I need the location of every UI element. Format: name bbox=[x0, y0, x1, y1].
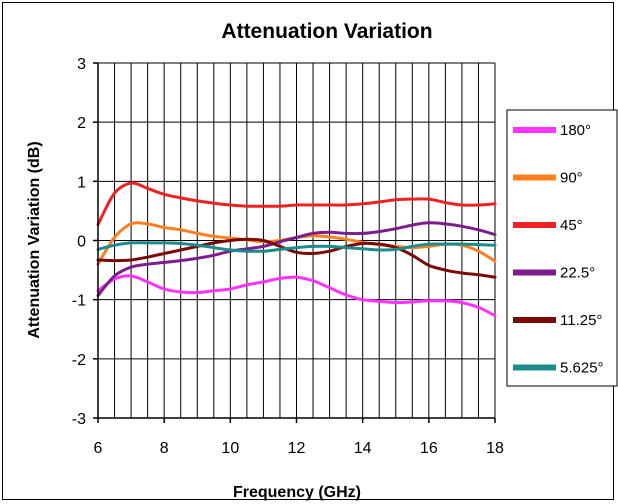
x-tick-label: 10 bbox=[221, 440, 239, 457]
legend: 180° 90° 45° 22.5° 11.25° 5.625° bbox=[506, 109, 618, 387]
y-tick-label: -1 bbox=[72, 293, 86, 310]
y-tick-label: 1 bbox=[77, 174, 86, 191]
grid-layer bbox=[97, 62, 496, 419]
series-layer bbox=[96, 181, 497, 318]
series-line-4 bbox=[96, 237, 497, 279]
x-tick-label: 16 bbox=[420, 440, 438, 457]
y-tick-label: 3 bbox=[77, 56, 86, 73]
x-tick-label: 8 bbox=[160, 440, 169, 457]
legend-label-5: 5.625° bbox=[560, 360, 604, 377]
y-axis-label: Attenuation Variation (dB) bbox=[26, 141, 43, 338]
y-tick-label: 0 bbox=[77, 234, 86, 251]
chart-title: Attenuation Variation bbox=[221, 20, 432, 43]
series-line-3 bbox=[96, 221, 497, 297]
legend-label-0: 180° bbox=[560, 122, 591, 139]
y-tick-label: -2 bbox=[72, 352, 86, 369]
x-axis-label: Frequency (GHz) bbox=[233, 484, 361, 501]
series-line-5 bbox=[96, 241, 497, 253]
series-line-2 bbox=[96, 181, 497, 226]
y-tick-label: -3 bbox=[72, 411, 86, 428]
x-tick-label: 12 bbox=[288, 440, 306, 457]
axis-layer bbox=[93, 62, 496, 423]
legend-label-3: 22.5° bbox=[560, 265, 595, 282]
series-line-0 bbox=[96, 274, 497, 318]
legend-label-2: 45° bbox=[560, 217, 583, 234]
x-tick-label: 14 bbox=[354, 440, 372, 457]
legend-label-1: 90° bbox=[560, 170, 583, 187]
legend-label-4: 11.25° bbox=[560, 312, 602, 329]
y-tick-label: 2 bbox=[77, 115, 86, 132]
x-tick-label: 6 bbox=[94, 440, 103, 457]
x-tick-label: 18 bbox=[486, 440, 504, 457]
legend-box bbox=[506, 109, 618, 387]
